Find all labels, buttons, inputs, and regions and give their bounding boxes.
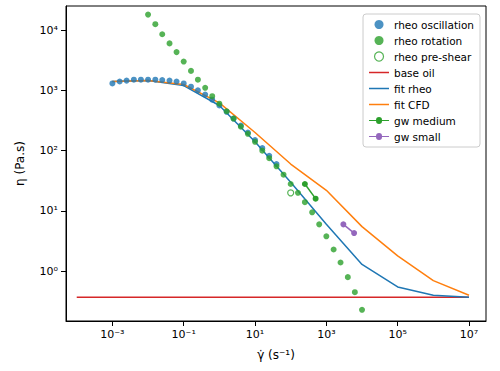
- svg-text:rheo rotation: rheo rotation: [394, 35, 462, 47]
- svg-text:base oil: base oil: [394, 67, 435, 79]
- svg-text:10³: 10³: [40, 84, 58, 97]
- svg-text:10⁰: 10⁰: [40, 265, 59, 278]
- svg-text:η (Pa.s): η (Pa.s): [13, 141, 27, 186]
- svg-text:10²: 10²: [40, 144, 58, 157]
- svg-text:10⁴: 10⁴: [40, 24, 59, 37]
- svg-text:10³: 10³: [317, 328, 335, 341]
- svg-text:10⁷: 10⁷: [460, 328, 478, 341]
- svg-text:10⁵: 10⁵: [388, 328, 406, 341]
- svg-text:fit CFD: fit CFD: [394, 99, 430, 111]
- svg-text:fit rheo: fit rheo: [394, 83, 432, 95]
- svg-text:10⁻³: 10⁻³: [100, 328, 124, 341]
- svg-text:10⁻¹: 10⁻¹: [172, 328, 196, 341]
- svg-text:gw medium: gw medium: [394, 115, 456, 127]
- svg-text:10¹: 10¹: [246, 328, 264, 341]
- svg-text:10¹: 10¹: [40, 204, 58, 217]
- svg-text:rheo pre-shear: rheo pre-shear: [394, 51, 472, 63]
- svg-text:γ̇ (s⁻¹): γ̇ (s⁻¹): [257, 348, 295, 362]
- svg-text:rheo oscillation: rheo oscillation: [394, 19, 474, 31]
- svg-text:gw small: gw small: [394, 131, 441, 143]
